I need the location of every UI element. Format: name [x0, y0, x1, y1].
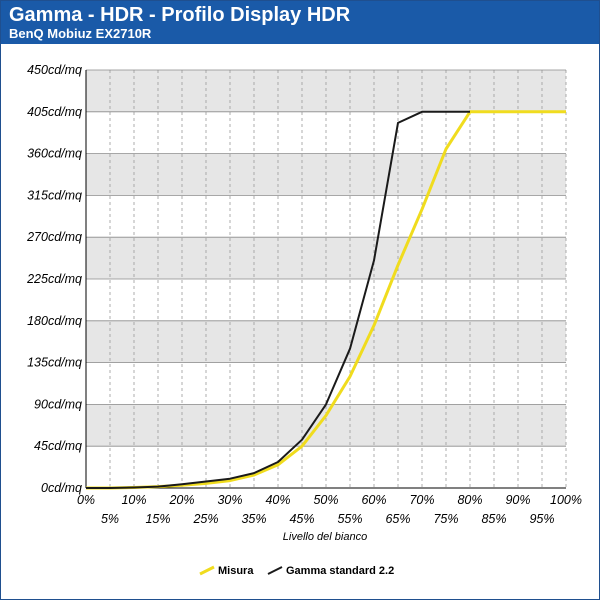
- x-tick-label: 40%: [265, 493, 290, 507]
- y-tick-label: 270cd/mq: [26, 230, 82, 244]
- y-tick-label: 405cd/mq: [27, 105, 82, 119]
- y-tick-label: 315cd/mq: [27, 188, 82, 202]
- y-tick-label: 450cd/mq: [27, 63, 82, 77]
- x-tick-label: 75%: [433, 512, 458, 526]
- x-tick-label: 65%: [385, 512, 410, 526]
- legend-item-misura-swatch: [199, 565, 215, 576]
- x-tick-label: 15%: [145, 512, 170, 526]
- y-tick-label: 90cd/mq: [34, 397, 82, 411]
- plot-grid: [85, 69, 567, 489]
- x-axis-label: Livello del bianco: [283, 531, 367, 543]
- x-tick-label: 85%: [481, 512, 506, 526]
- y-tick-label: 135cd/mq: [27, 356, 82, 370]
- chart-legend: Misura Gamma standard 2.2: [199, 565, 394, 577]
- x-tick-label: 60%: [361, 493, 386, 507]
- x-tick-label: 100%: [550, 493, 582, 507]
- x-tick-label: 55%: [337, 512, 362, 526]
- series-lines: [86, 110, 566, 490]
- x-tick-label: 80%: [457, 493, 482, 507]
- legend-item-gamma-standard-label: Gamma standard 2.2: [286, 565, 394, 577]
- tick-labels: 0cd/mq 45cd/mq 90cd/mq 135cd/mq 180cd/mq 225c…: [26, 63, 582, 526]
- plot-axes: [85, 70, 566, 489]
- x-tick-label: 35%: [241, 512, 266, 526]
- y-tick-label: 180cd/mq: [27, 314, 82, 328]
- x-tick-label: 30%: [217, 493, 242, 507]
- x-tick-label: 90%: [505, 493, 530, 507]
- x-tick-label: 10%: [121, 493, 146, 507]
- chart-title: Gamma - HDR - Profilo Display HDR: [9, 4, 351, 26]
- legend-item-gamma-standard-swatch: [267, 566, 283, 575]
- x-tick-label: 45%: [289, 512, 314, 526]
- y-tick-label: 360cd/mq: [27, 147, 82, 161]
- x-tick-label: 0%: [77, 493, 95, 507]
- y-tick-label: 0cd/mq: [41, 481, 82, 495]
- x-tick-label: 20%: [168, 493, 194, 507]
- chart-header: Gamma - HDR - Profilo Display HDR BenQ M…: [1, 1, 599, 44]
- chart-subtitle: BenQ Mobiuz EX2710R: [9, 26, 152, 41]
- legend-item-misura-label: Misura: [218, 565, 254, 577]
- y-tick-label: 225cd/mq: [26, 272, 82, 286]
- series-line-gamma-standard: [86, 110, 470, 489]
- x-tick-label: 5%: [101, 512, 119, 526]
- x-tick-label: 25%: [192, 512, 218, 526]
- x-tick-label: 95%: [529, 512, 554, 526]
- x-tick-label: 70%: [409, 493, 434, 507]
- x-tick-label: 50%: [313, 493, 338, 507]
- y-tick-label: 45cd/mq: [34, 439, 82, 453]
